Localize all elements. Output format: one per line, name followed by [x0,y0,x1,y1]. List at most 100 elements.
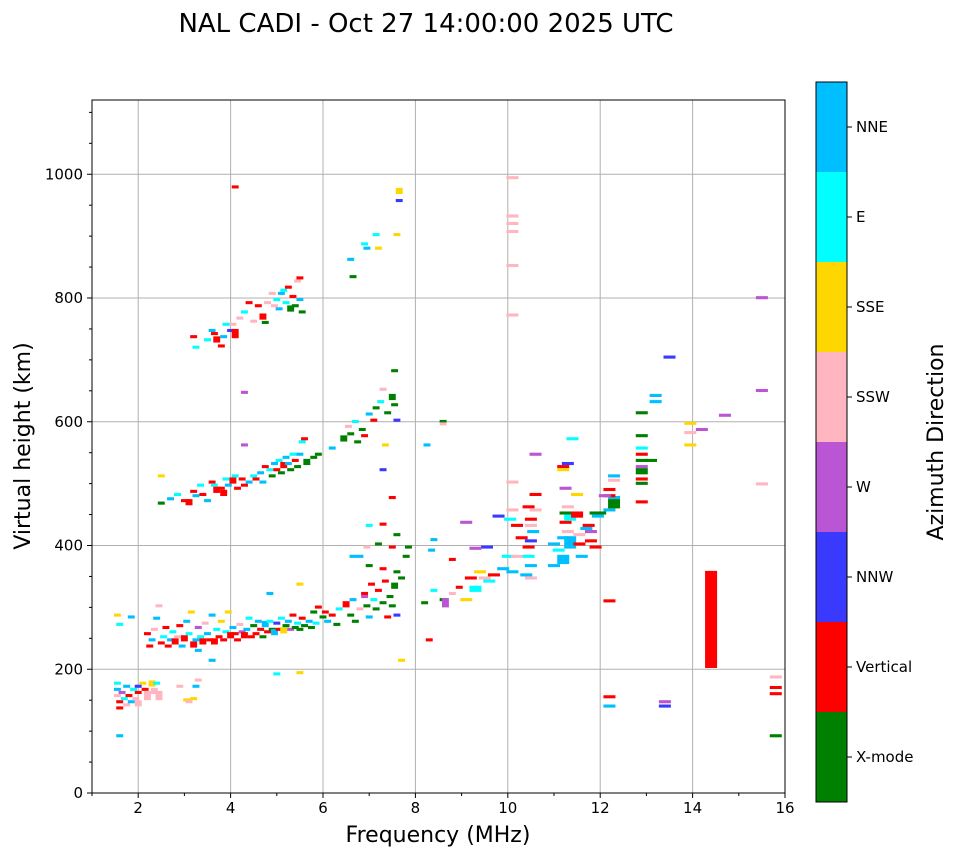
data-point-e [213,627,221,631]
data-point-vertical [464,576,477,580]
data-point-vertical [275,627,283,631]
data-point-vertical [217,344,225,348]
data-point-x-mode [594,511,607,515]
x-tick-label: 12 [591,799,610,817]
data-points [113,176,782,738]
data-point-nne [153,616,161,620]
data-point-e [469,585,482,592]
chart-title: NAL CADI - Oct 27 14:00:00 2025 UTC [178,9,673,39]
data-point-nne [192,684,200,688]
data-point-nne [524,564,537,568]
data-point-w [469,546,482,550]
data-point-nne [116,734,124,738]
data-point-vertical [603,695,616,699]
data-point-w [559,486,572,490]
data-point-vertical [134,690,142,694]
data-point-x-mode [250,624,258,628]
data-point-e [377,400,385,404]
data-point-vertical [705,570,718,669]
data-point-e [312,621,320,625]
data-point-w [598,494,611,498]
data-point-ssw [236,316,244,320]
data-point-nne [148,638,156,642]
data-point-nne [347,257,355,261]
data-point-ssw [506,263,519,268]
data-point-nne [282,455,290,459]
colorbar-tick-label: E [856,208,865,226]
data-point-nne [296,452,304,456]
data-point-e [564,514,577,521]
data-point-e [552,548,565,552]
colorbar-segment [816,622,847,712]
data-point-e [351,419,359,423]
data-point-vertical [220,638,228,642]
data-point-ssw [506,229,519,234]
data-point-ssw [529,508,542,512]
data-point-vertical [190,641,198,648]
data-point-vertical [522,545,535,549]
data-point-nne [284,461,292,466]
data-point-nnw [379,468,387,472]
data-point-vertical [289,294,297,298]
data-point-nnw [393,418,401,422]
data-point-e [222,477,230,481]
y-tick-label: 200 [54,660,83,678]
data-point-x-mode [391,582,399,589]
data-point-nne [167,638,175,642]
data-point-nnw [561,461,574,466]
data-point-sse [374,246,382,250]
colorbar: X-mode Vertical NNW W SSW SSE E NNE [815,81,913,803]
colorbar-tick-label: NNE [856,118,888,136]
data-point-x-mode [388,393,396,401]
data-point-x-mode [372,607,380,611]
data-point-x-mode [347,613,355,617]
x-tick-label: 2 [133,799,143,817]
data-point-sse [139,681,147,685]
data-point-x-mode [296,627,304,631]
data-point-nne [356,554,364,558]
data-point-vertical [368,582,375,586]
data-point-x-mode [314,452,322,456]
data-point-e [370,598,378,602]
data-point-ssw [201,621,209,625]
data-point-sse [557,468,570,472]
data-point-ssw [250,319,258,323]
data-point-vertical [301,437,308,441]
data-point-e [120,697,128,701]
data-point-nnw [481,545,494,549]
plot-frame [91,99,786,794]
data-point-nne [564,536,577,549]
colorbar-tick-label: SSW [856,388,890,406]
data-point-x-mode [421,601,429,605]
data-point-vertical [522,505,535,509]
data-point-nne [296,298,304,302]
data-point-nne [266,591,274,595]
data-point-x-mode [351,619,359,623]
data-point-vertical [252,632,260,636]
data-point-nne [245,480,253,484]
data-point-w [529,452,542,456]
data-point-sse [280,627,288,634]
data-point-e [275,458,283,462]
data-point-vertical [210,638,218,645]
data-point-sse [224,610,232,614]
data-point-w [361,595,369,599]
x-tick-label: 6 [318,799,328,817]
colorbar-segment [816,532,847,622]
data-point-vertical [217,486,225,490]
data-point-w [238,630,246,634]
data-point-ssw [294,279,302,283]
data-point-nne [208,613,216,617]
data-point-vertical [164,644,172,648]
data-point-nne [649,393,662,397]
data-point-ssw [132,697,140,701]
colorbar-segment [816,442,847,532]
data-point-vertical [769,692,782,696]
data-point-ssw [150,687,158,694]
data-point-ssw [506,313,519,317]
data-point-sse [460,598,473,602]
data-point-nne [204,632,211,636]
data-point-nne [423,443,431,447]
data-point-vertical [231,328,239,339]
data-point-e [289,452,297,456]
